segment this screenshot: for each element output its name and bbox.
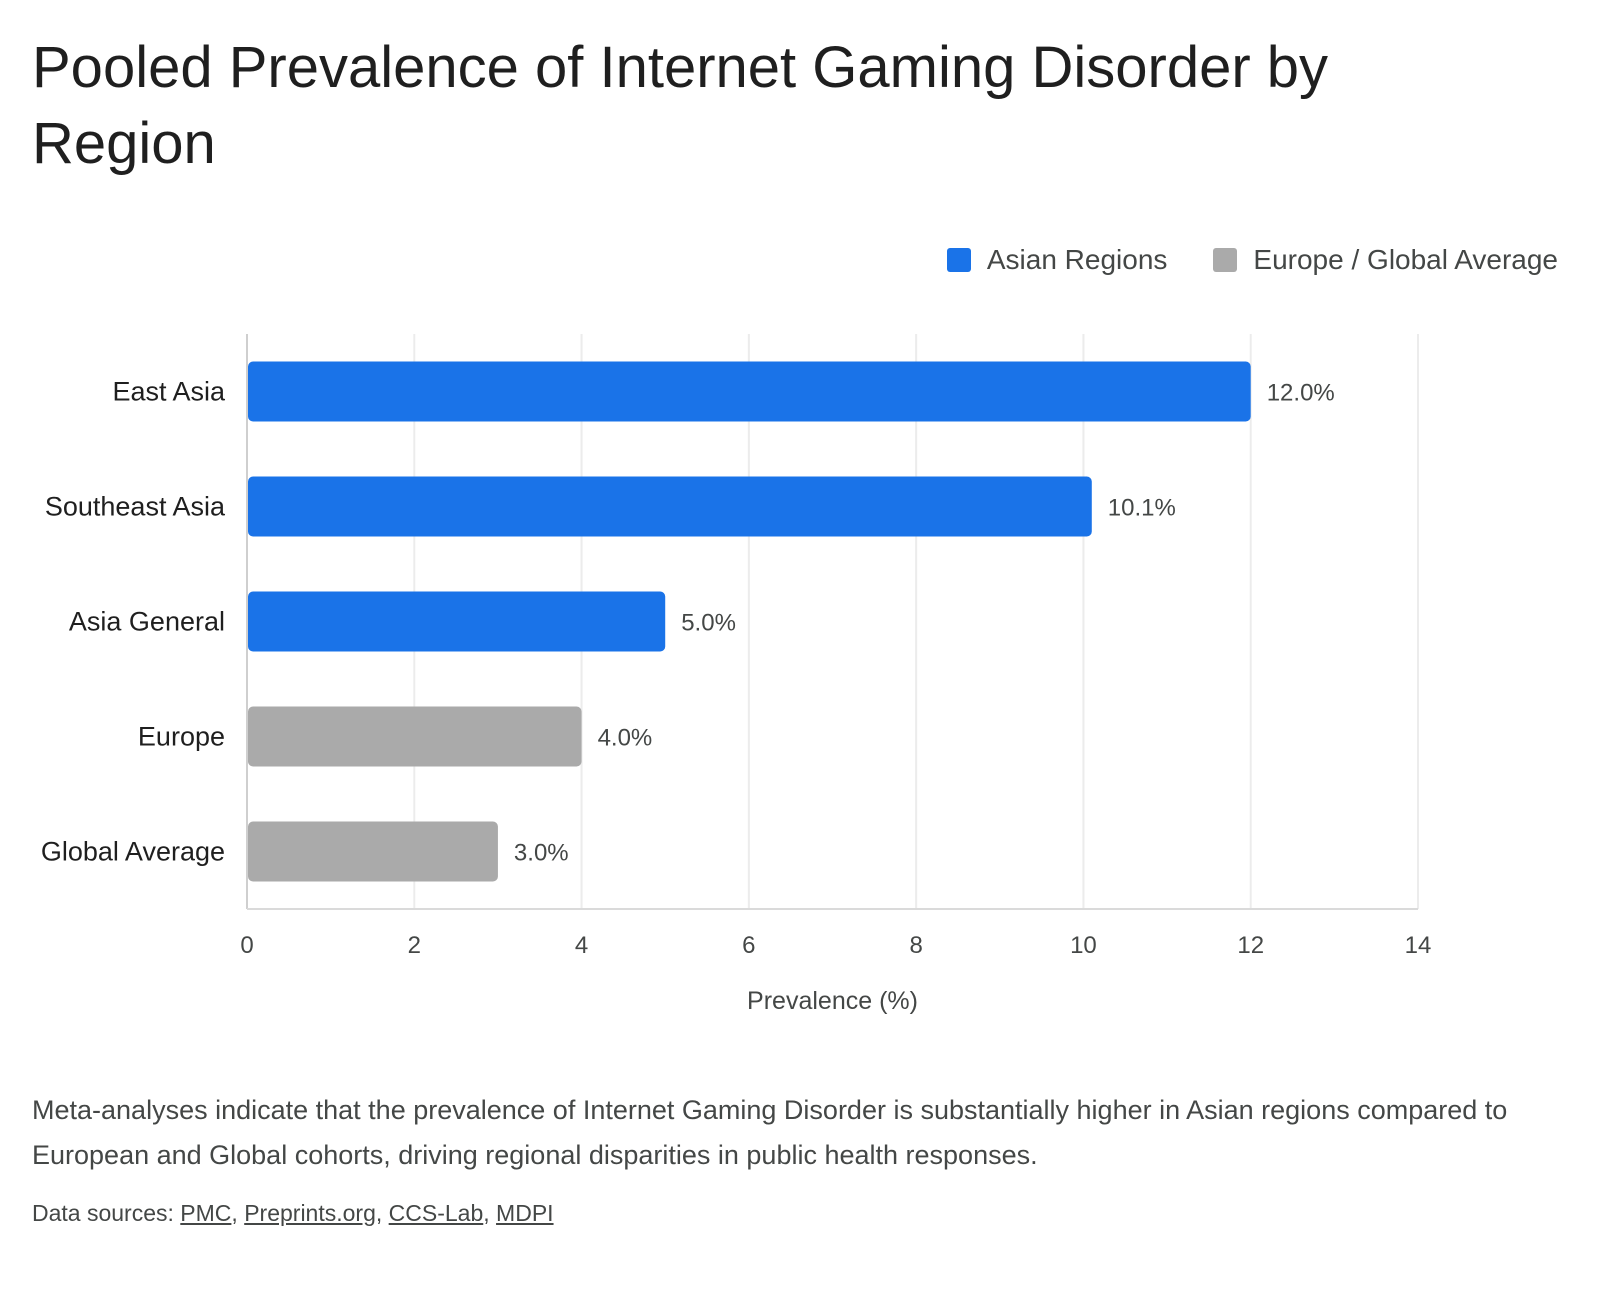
legend-item-asian-regions: Asian Regions (946, 244, 1168, 276)
y-category-label: Southeast Asia (45, 492, 226, 522)
x-tick-label: 14 (1405, 932, 1432, 959)
y-category-label: Global Average (41, 837, 225, 867)
x-tick-label: 10 (1070, 932, 1097, 959)
bar-value-label: 10.1% (1108, 495, 1176, 522)
x-tick-label: 0 (240, 932, 253, 959)
legend-item-europe-global: Europe / Global Average (1213, 244, 1558, 276)
bar-value-label: 12.0% (1267, 380, 1335, 407)
bar (248, 361, 1251, 422)
bar (248, 821, 498, 882)
chart-description: Meta-analyses indicate that the prevalen… (32, 1095, 1508, 1170)
y-category-label: Europe (138, 722, 225, 752)
x-tick-label: 4 (575, 932, 588, 959)
x-tick-label: 12 (1237, 932, 1264, 959)
x-axis-title: Prevalence (%) (747, 987, 918, 1015)
sources-prefix: Data sources: (32, 1200, 174, 1226)
x-tick-label: 2 (408, 932, 421, 959)
chart-title: Pooled Prevalence of Internet Gaming Dis… (32, 35, 1329, 176)
source-link-pmc[interactable]: PMC (180, 1200, 232, 1226)
y-category-label: East Asia (112, 377, 226, 407)
data-sources: Data sources: PMC, Preprints.org, CCS-La… (32, 1200, 554, 1226)
bar-chart: 0 2 4 6 8 10 12 14 Prevalence (%) East Asia 12.0% S… (41, 334, 1432, 1015)
x-tick-label: 6 (742, 932, 755, 959)
legend: Asian Regions Europe / Global Average (901, 244, 1558, 276)
source-link-ccs-lab[interactable]: CCS-Lab (388, 1200, 484, 1226)
y-category-label: Asia General (69, 607, 225, 637)
legend-label-europe-global: Europe / Global Average (1253, 244, 1558, 275)
bar (248, 706, 582, 767)
bar-value-label: 5.0% (681, 610, 736, 637)
legend-swatch-europe-global (1213, 248, 1238, 272)
bar (248, 591, 666, 652)
source-link-mdpi[interactable]: MDPI (496, 1200, 554, 1226)
x-tick-label: 8 (909, 932, 922, 959)
source-link-preprints[interactable]: Preprints.org (244, 1200, 376, 1226)
bar-value-label: 4.0% (598, 725, 653, 752)
legend-label-asian: Asian Regions (986, 244, 1168, 275)
bar-value-label: 3.0% (514, 840, 569, 867)
legend-swatch-asian (946, 248, 971, 272)
bar (248, 476, 1092, 537)
